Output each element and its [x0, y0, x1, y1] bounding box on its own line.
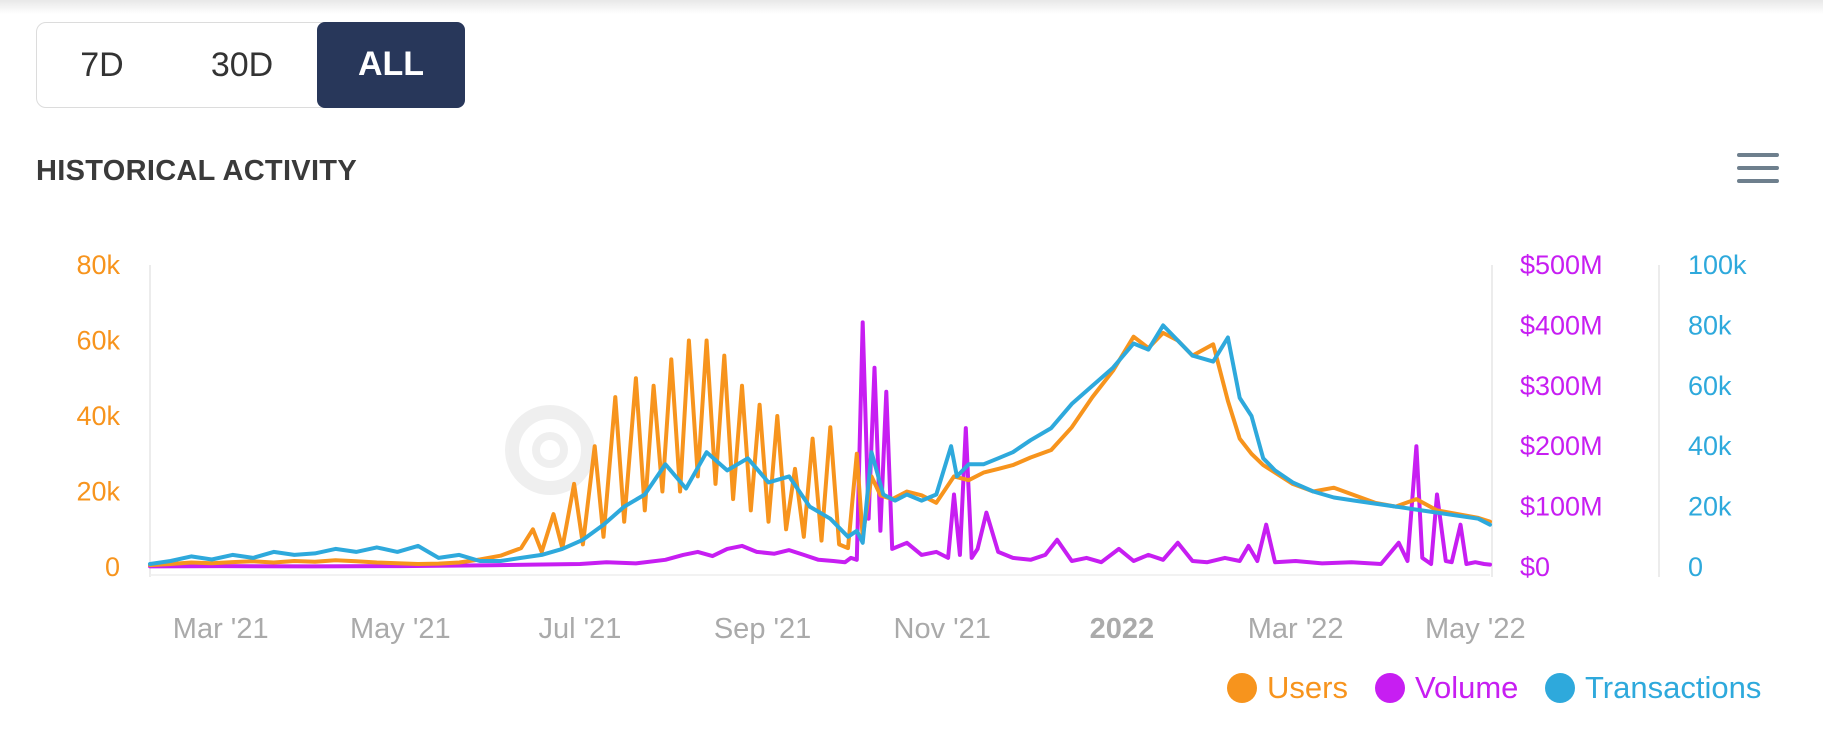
x-tick-label: Nov '21	[894, 613, 991, 645]
users-legend-dot	[1227, 673, 1257, 703]
legend-item-users[interactable]: Users	[1227, 668, 1348, 708]
x-tick-label: Jul '21	[539, 613, 622, 645]
section-title: HISTORICAL ACTIVITY	[36, 155, 357, 187]
top-shadow	[0, 0, 1823, 14]
volume-tick-label: $200M	[1520, 431, 1603, 461]
time-range-toggle: 7D 30D ALL	[36, 21, 465, 108]
transactions-series-line	[148, 323, 1492, 566]
x-tick-label: May '22	[1425, 613, 1526, 645]
users-series-line	[148, 330, 1492, 568]
volume-axis: $0 $100M $200M $300M $400M $500M	[1520, 250, 1603, 582]
x-tick-label: Mar '21	[173, 613, 269, 645]
x-tick-label: 2022	[1090, 613, 1155, 645]
volume-tick-label: $500M	[1520, 250, 1603, 280]
volume-series-line	[148, 320, 1492, 569]
transactions-tick-label: 0	[1688, 552, 1703, 582]
users-axis: 0 20k 40k 60k 80k	[76, 250, 120, 582]
legend-label-users: Users	[1267, 670, 1348, 705]
x-tick-label: May '21	[350, 613, 451, 645]
transactions-tick-label: 100k	[1688, 250, 1747, 280]
legend-item-transactions[interactable]: Transactions	[1545, 668, 1761, 708]
transactions-tick-label: 60k	[1688, 371, 1732, 401]
range-all-button[interactable]: ALL	[317, 21, 465, 108]
legend-label-transactions: Transactions	[1585, 670, 1762, 705]
volume-tick-label: $300M	[1520, 371, 1603, 401]
volume-legend-dot	[1375, 673, 1405, 703]
hamburger-menu-icon[interactable]	[1737, 153, 1779, 185]
users-tick-label: 80k	[76, 250, 120, 280]
x-tick-label: Mar '22	[1248, 613, 1344, 645]
x-tick-label: Sep '21	[714, 613, 811, 645]
range-30d-button[interactable]: 30D	[210, 45, 274, 84]
volume-tick-label: $100M	[1520, 492, 1603, 522]
legend-item-volume[interactable]: Volume	[1375, 668, 1518, 708]
legend-label-volume: Volume	[1415, 670, 1519, 705]
range-7d-button[interactable]: 7D	[80, 45, 124, 84]
transactions-tick-label: 20k	[1688, 492, 1732, 522]
volume-tick-label: $0	[1520, 552, 1550, 582]
users-tick-label: 40k	[76, 401, 120, 431]
series-layer	[148, 320, 1492, 569]
watermark-logo	[505, 405, 595, 495]
transactions-tick-label: 80k	[1688, 310, 1732, 340]
transactions-tick-label: 40k	[1688, 431, 1732, 461]
users-tick-label: 0	[105, 552, 120, 582]
axis-lines	[149, 265, 1660, 577]
users-tick-label: 20k	[76, 477, 120, 507]
volume-tick-label: $400M	[1520, 310, 1603, 340]
transactions-axis: 0 20k 40k 60k 80k 100k	[1688, 250, 1747, 582]
transactions-legend-dot	[1545, 673, 1575, 703]
users-tick-label: 60k	[76, 326, 120, 356]
x-axis: Mar '21 May '21 Jul '21 Sep '21 Nov '21 2022 M…	[173, 613, 1526, 645]
